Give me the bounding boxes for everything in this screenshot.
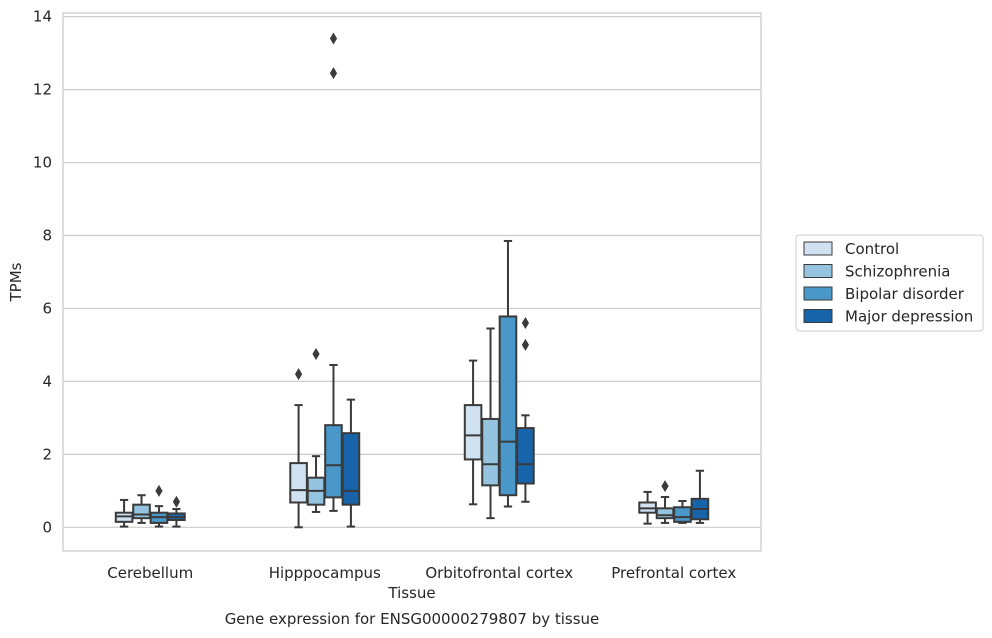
box-3-1 [655, 480, 675, 524]
legend-label: Major depression [845, 308, 973, 326]
iqr-box [324, 424, 343, 499]
x-tick-label: Cerebellum [107, 564, 193, 582]
outlier-point [661, 480, 669, 493]
y-axis-label: TPMs [7, 262, 25, 302]
box-2-3 [516, 317, 535, 503]
outlier-point [294, 368, 303, 381]
y-tick-label: 2 [42, 445, 52, 463]
x-tick-label: Prefrontal cortex [611, 564, 736, 582]
legend: Control Schizophrenia Bipolar disorder Majo… [795, 234, 984, 332]
plot-frame [62, 12, 762, 552]
box-1-3 [341, 398, 361, 528]
y-tick-label: 14 [33, 8, 52, 26]
x-axis-label: Tissue [387, 584, 435, 602]
outlier-point [329, 67, 338, 80]
y-tick-labels: 0 2 4 6 8 10 12 14 [33, 8, 52, 537]
outlier-point [312, 348, 320, 361]
x-tick-label: Hipppocampus [269, 564, 381, 582]
outlier-point [521, 317, 530, 330]
legend-swatch [803, 286, 833, 301]
box-0-2 [149, 484, 169, 528]
outlier-point [521, 338, 530, 351]
y-tick-label: 4 [42, 372, 52, 390]
legend-label: Bipolar disorder [845, 285, 965, 303]
y-tick-label: 10 [33, 154, 52, 172]
legend-frame [795, 234, 984, 332]
legend-swatch [803, 309, 833, 323]
grid-lines [63, 16, 761, 528]
box-3-3 [690, 469, 710, 524]
x-tick-label: Orbitofrontal cortex [425, 564, 573, 582]
iqr-box [481, 417, 500, 487]
iqr-box [463, 404, 483, 461]
outlier-point [172, 495, 181, 508]
chart-caption: Gene expression for ENSG00000279807 by t… [225, 610, 600, 628]
iqr-box [516, 427, 535, 485]
box-groups [114, 32, 710, 529]
box-0-3 [167, 495, 186, 528]
y-tick-label: 8 [42, 226, 52, 244]
y-tick-label: 6 [42, 299, 52, 317]
x-tick-labels: Cerebellum Hipppocampus Orbitofrontal cort… [107, 564, 736, 582]
outlier-point [329, 32, 338, 45]
iqr-box [132, 503, 151, 520]
box-1-0 [289, 368, 308, 529]
legend-swatch [803, 241, 833, 256]
outlier-point [155, 484, 163, 497]
legend-label: Schizophrenia [845, 263, 950, 281]
y-tick-label: 0 [42, 518, 52, 536]
iqr-box [673, 506, 692, 523]
legend-swatch [803, 264, 833, 278]
iqr-box [655, 507, 675, 520]
iqr-box [498, 315, 518, 497]
box-1-1 [306, 348, 326, 513]
iqr-box [341, 432, 361, 506]
y-tick-label: 12 [33, 81, 52, 99]
iqr-box [289, 462, 308, 504]
box-2-2 [498, 239, 518, 508]
plot-area [63, 13, 761, 551]
box-2-1 [481, 327, 500, 520]
box-2-0 [463, 359, 483, 506]
box-0-1 [132, 494, 151, 524]
legend-label: Control [845, 240, 899, 258]
